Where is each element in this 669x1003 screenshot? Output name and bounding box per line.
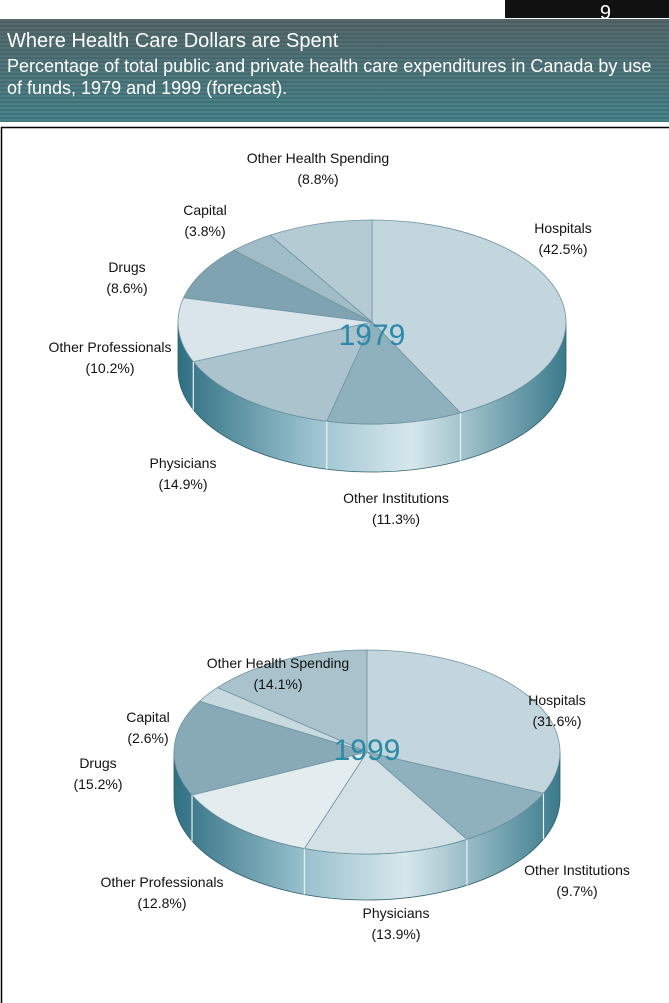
pie-slice (371, 219, 567, 414)
slice-label: Other Health Spending (247, 150, 389, 166)
subtitle: Percentage of total public and private h… (7, 56, 652, 98)
pie-slice (216, 649, 368, 753)
slice-value-label: (12.8%) (137, 895, 186, 911)
pie-slice (303, 751, 468, 855)
page-number: 9 (505, 0, 669, 18)
slice-value-label: (42.5%) (538, 241, 587, 257)
slice-label: Physicians (150, 455, 217, 471)
slice-value-label: (8.8%) (297, 171, 338, 187)
slice-label: Physicians (363, 905, 430, 921)
pie-year: 1999 (334, 734, 401, 767)
pie-slice (366, 751, 545, 840)
slice-label: Capital (183, 202, 227, 218)
slice-label: Capital (126, 709, 170, 725)
slice-label: Other Professionals (101, 874, 224, 890)
slice-label: Other Institutions (524, 862, 630, 878)
slice-value-label: (13.9%) (371, 926, 420, 942)
pie-slice (366, 649, 561, 794)
slice-label: Other Professionals (49, 339, 172, 355)
slice-label: Other Institutions (343, 490, 449, 506)
slice-label: Other Health Spending (207, 655, 349, 671)
slice-label: Hospitals (528, 692, 586, 708)
slice-value-label: (11.3%) (372, 511, 420, 527)
header-band (0, 19, 669, 122)
slice-value-label: (14.1%) (253, 676, 302, 692)
pie-slice (326, 321, 462, 425)
frame (0, 126, 669, 1003)
pie-slice (192, 321, 373, 422)
slice-value-label: (2.6%) (127, 730, 168, 746)
pie-slice (191, 751, 368, 849)
pie-slice (173, 700, 369, 796)
pie-year: 1979 (339, 319, 406, 352)
slice-label: Drugs (79, 755, 116, 771)
slice-value-label: (14.9%) (158, 476, 207, 492)
slice-label: Hospitals (534, 220, 592, 236)
slice-value-label: (9.7%) (556, 883, 597, 899)
slice-value-label: (31.6%) (532, 713, 581, 729)
pie-slice (269, 219, 373, 323)
pie-slice (177, 297, 373, 363)
title: Where Health Care Dollars are Spent (7, 30, 339, 52)
slice-value-label: (3.8%) (184, 223, 225, 239)
slice-value-label: (15.2%) (73, 776, 122, 792)
slice-value-label: (10.2%) (85, 360, 134, 376)
slice-value-label: (8.6%) (106, 280, 147, 296)
pie-slice (182, 249, 373, 323)
slice-label: Drugs (108, 259, 145, 275)
